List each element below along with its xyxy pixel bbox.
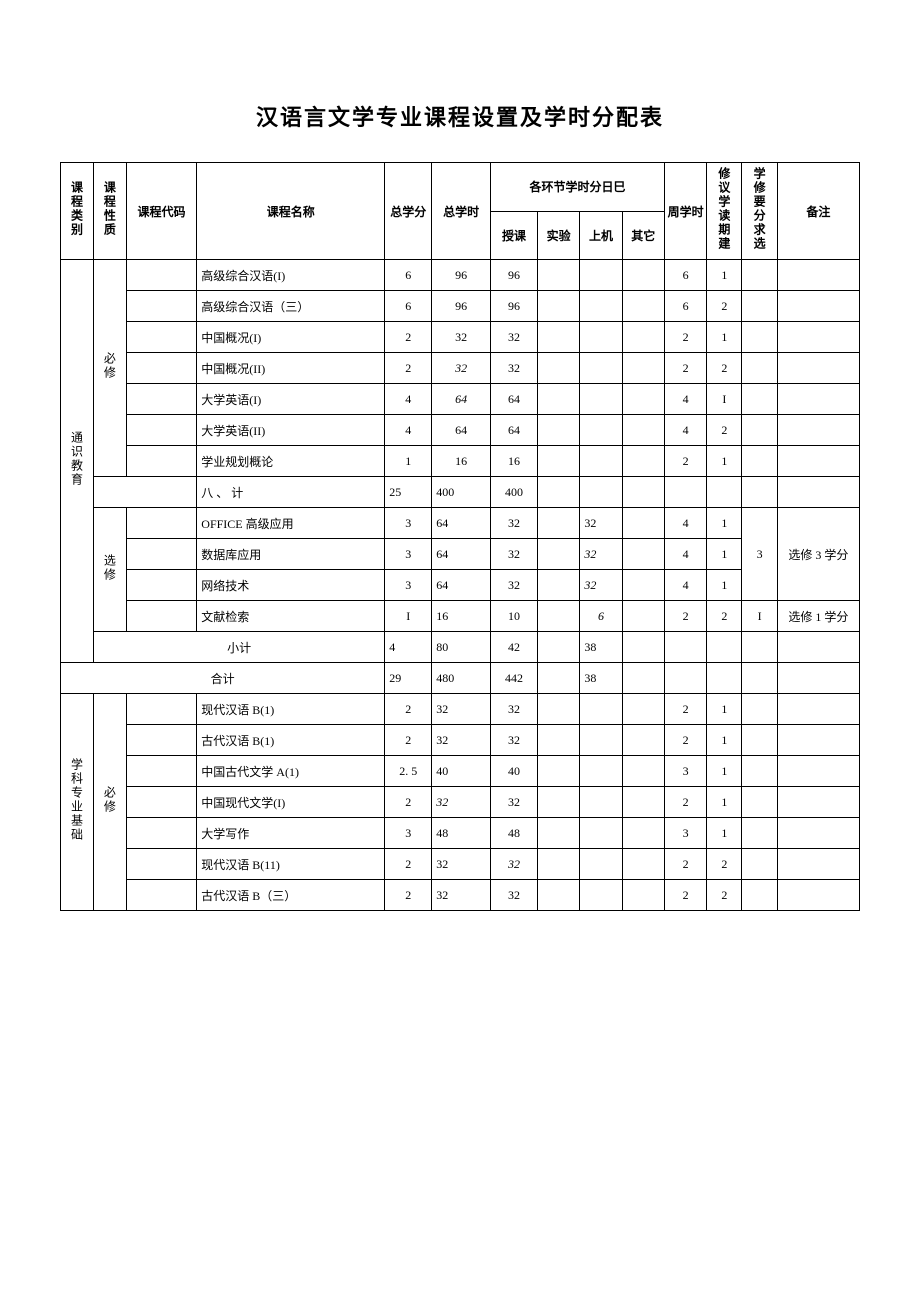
nat-required: 必修 [101, 786, 118, 814]
subtotal-label: 八 、 计 [197, 477, 385, 508]
table-row: 中国概况(II) 2 32 32 2 2 [61, 353, 860, 384]
total-row: 合计 29 480 442 38 [61, 663, 860, 694]
head-req: 学修要分求选 [751, 167, 768, 251]
table-row: 中国概况(I) 2 32 32 2 1 [61, 322, 860, 353]
head-lec: 授课 [491, 211, 538, 260]
head-seg: 各环节学时分日巳 [491, 163, 665, 212]
table-row: 古代汉语 B（三） 2 32 32 2 2 [61, 880, 860, 911]
table-row: 大学写作 3 48 48 3 1 [61, 818, 860, 849]
subtotal-row: 小计 4 80 42 38 [61, 632, 860, 663]
table-row: 通识教育 必修 高级综合汉语(I) 6 96 96 6 1 [61, 260, 860, 291]
head-cat: 课程类别 [68, 181, 85, 237]
cell-other [622, 260, 664, 291]
head-comp: 上机 [580, 211, 622, 260]
head-other: 其它 [622, 211, 664, 260]
cell-lec: 96 [491, 260, 538, 291]
head-credit: 总学分 [385, 163, 432, 260]
table-row: 现代汉语 B(11) 2 32 32 2 2 [61, 849, 860, 880]
cell-req [742, 260, 777, 291]
head-hours: 总学时 [432, 163, 491, 260]
table-row: 选修 OFFICE 高级应用 3 64 32 32 4 1 3 选修 3 学分 [61, 508, 860, 539]
page-title: 汉语言文学专业课程设置及学时分配表 [60, 100, 860, 132]
table-row: 网络技术 3 64 32 32 4 1 [61, 570, 860, 601]
cell-sem: 1 [707, 260, 742, 291]
table-row: 中国现代文学(I) 2 32 32 2 1 [61, 787, 860, 818]
cat-general: 通识教育 [68, 431, 85, 487]
table-row: 中国古代文学 A(1) 2. 5 40 40 3 1 [61, 756, 860, 787]
cell-name: 高级综合汉语(I) [197, 260, 385, 291]
table-row: 学业规划概论 1 16 16 2 1 [61, 446, 860, 477]
head-sem: 修议学读期建 [716, 167, 733, 251]
total-label: 合计 [61, 663, 385, 694]
head-exp: 实验 [538, 211, 580, 260]
table-row: 大学英语(I) 4 64 64 4 I [61, 384, 860, 415]
header-row-1: 课程类别 课程性质 课程代码 课程名称 总学分 总学时 各环节学时分日巳 周学时… [61, 163, 860, 212]
cell-comp [580, 260, 622, 291]
cell-req: 3 [742, 508, 777, 601]
subtotal-row: 八 、 计 25 400 400 [61, 477, 860, 508]
table-row: 高级综合汉语（三） 6 96 96 6 2 [61, 291, 860, 322]
course-table: 课程类别 课程性质 课程代码 课程名称 总学分 总学时 各环节学时分日巳 周学时… [60, 162, 860, 911]
table-row: 学科专业基础 必修 现代汉语 B(1) 2 32 32 2 1 [61, 694, 860, 725]
head-week: 周学时 [664, 163, 706, 260]
cat-discipline: 学科专业基础 [68, 758, 85, 842]
head-nat: 课程性质 [101, 181, 118, 237]
table-row: 文献检索 I 16 10 6 2 2 I 选修 1 学分 [61, 601, 860, 632]
nat-elective: 选修 [101, 554, 118, 582]
cell-note [777, 260, 859, 291]
cell-credit: 6 [385, 260, 432, 291]
head-code: 课程代码 [126, 163, 197, 260]
cell-note: 选修 3 学分 [777, 508, 859, 601]
nat-required: 必修 [101, 352, 118, 380]
cell-code [126, 260, 197, 291]
table-row: 大学英语(II) 4 64 64 4 2 [61, 415, 860, 446]
head-name: 课程名称 [197, 163, 385, 260]
table-row: 数据库应用 3 64 32 32 4 1 [61, 539, 860, 570]
cell-exp [538, 260, 580, 291]
cell-week: 6 [664, 260, 706, 291]
table-row: 古代汉语 B(1) 2 32 32 2 1 [61, 725, 860, 756]
cell-hours: 96 [432, 260, 491, 291]
subtotal-label: 小计 [93, 632, 384, 663]
head-note: 备注 [777, 163, 859, 260]
cell-name: 高级综合汉语（三） [197, 291, 385, 322]
